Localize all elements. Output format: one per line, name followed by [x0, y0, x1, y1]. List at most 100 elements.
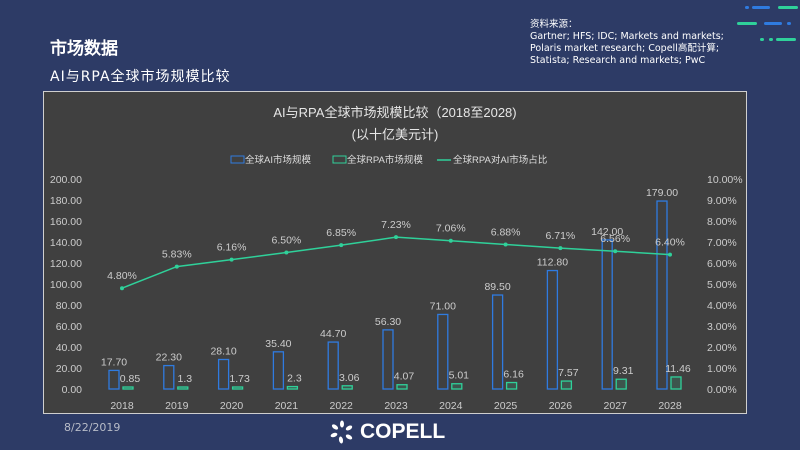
- chart-title: AI与RPA全球市场规模比较（2018至2028): [273, 105, 516, 120]
- ai-bar: [217, 358, 230, 390]
- ratio-point: [668, 252, 672, 257]
- y-right-tick: 9.00%: [707, 195, 737, 207]
- y-right-tick: 5.00%: [707, 279, 737, 291]
- y-left-tick: 200.00: [50, 174, 82, 186]
- y-right-tick: 6.00%: [707, 258, 737, 270]
- rpa-bar: [396, 384, 408, 390]
- y-left-tick: 140.00: [50, 237, 82, 249]
- source-line: Statista; Research and markets; PwC: [530, 55, 706, 66]
- ai-bar: [163, 364, 175, 390]
- ai-bar-label: 71.00: [430, 300, 456, 312]
- ai-bar: [546, 269, 559, 390]
- legend-rpa-label: 全球RPA市场规模: [347, 154, 423, 166]
- rpa-bar-label: 6.16: [503, 369, 524, 381]
- ai-bar-label: 17.70: [101, 356, 127, 368]
- rpa-bar: [670, 376, 682, 390]
- ai-bar-label: 89.50: [484, 281, 510, 293]
- ratio-point: [613, 249, 618, 254]
- y-left-tick: 0.00: [62, 384, 83, 396]
- x-tick: 2018: [110, 400, 134, 412]
- date: 8/22/2019: [64, 421, 121, 434]
- y-right-tick: 3.00%: [707, 321, 737, 333]
- rpa-bar: [560, 380, 573, 390]
- chart-subtitle: (以十亿美元计): [352, 127, 439, 142]
- y-left-tick: 40.00: [56, 342, 82, 354]
- rpa-bar-label: 7.57: [558, 367, 579, 379]
- ratio-label: 6.88%: [491, 227, 521, 239]
- x-tick: 2027: [604, 400, 628, 412]
- y-left-tick: 60.00: [56, 321, 82, 333]
- ratio-label: 6.16%: [217, 242, 247, 254]
- ratio-point: [394, 235, 398, 240]
- source-line: Gartner; HFS; IDC; Markets and markets;: [530, 31, 724, 42]
- ratio-point: [229, 257, 234, 262]
- x-tick: 2020: [220, 400, 244, 412]
- ratio-label: 5.83%: [162, 249, 192, 261]
- legend: 全球AI市场规模 全球RPA市场规模 全球RPA对AI市场占比: [230, 154, 547, 166]
- rpa-bar-label: 3.06: [339, 372, 360, 384]
- ai-bar-label: 35.40: [265, 338, 291, 350]
- logo-text: COPELL: [360, 420, 446, 443]
- x-tick: 2026: [549, 400, 573, 412]
- rpa-bar-label: 4.07: [394, 371, 415, 383]
- rpa-bar: [122, 386, 134, 390]
- y-left-tick: 180.00: [50, 195, 82, 207]
- x-tick: 2023: [384, 400, 408, 412]
- y-right-tick: 0.00%: [707, 384, 737, 396]
- y-left-tick: 80.00: [56, 300, 82, 312]
- y-left-tick: 20.00: [56, 363, 82, 375]
- y-right-tick: 10.00%: [707, 174, 743, 186]
- ai-bar-label: 28.10: [210, 345, 236, 357]
- ratio-point: [448, 238, 453, 243]
- ai-bar: [437, 313, 449, 390]
- y-right-tick: 2.00%: [707, 342, 737, 354]
- ratio-point: [120, 286, 124, 291]
- ratio-label: 6.50%: [272, 235, 302, 247]
- ratio-label: 6.40%: [655, 237, 685, 249]
- y-left-tick: 160.00: [50, 216, 82, 228]
- ai-bar-label: 112.80: [537, 257, 568, 269]
- ratio-label: 6.71%: [546, 230, 576, 242]
- ratio-line: [121, 236, 671, 289]
- ai-bar: [327, 341, 339, 390]
- rpa-bar: [177, 386, 189, 390]
- rpa-bar: [615, 378, 627, 390]
- rpa-bar-label: 1.3: [177, 373, 192, 385]
- y-right-tick: 1.00%: [707, 363, 737, 375]
- ratio-point: [503, 242, 508, 247]
- rpa-bar-label: 5.01: [449, 370, 470, 382]
- page-title: 市场数据: [50, 39, 118, 59]
- copell-logo: COPELL: [330, 420, 445, 444]
- ai-bar-label: 56.30: [375, 316, 401, 328]
- x-tick: 2019: [165, 400, 189, 412]
- rpa-bar-label: 2.3: [287, 373, 302, 385]
- rpa-bar: [505, 381, 518, 390]
- ratio-label: 7.06%: [436, 223, 466, 235]
- rpa-bar: [451, 383, 463, 390]
- legend-rpa-swatch: [332, 155, 347, 164]
- ratio-label: 6.56%: [600, 233, 630, 245]
- ai-bar: [656, 200, 668, 390]
- y-right-tick: 4.00%: [707, 300, 737, 312]
- logo-icon: [330, 420, 353, 444]
- ai-bar: [272, 351, 285, 390]
- y-left-tick: 100.00: [50, 279, 82, 291]
- rpa-bar: [341, 385, 353, 390]
- legend-ai-swatch: [230, 155, 245, 164]
- ratio-point: [284, 250, 289, 255]
- ai-bar: [382, 329, 394, 390]
- ratio-point: [558, 246, 563, 251]
- x-tick: 2024: [439, 400, 463, 412]
- ratio-label: 4.80%: [107, 270, 137, 282]
- source-label: 资料来源：: [530, 19, 578, 30]
- ratio-label: 6.85%: [326, 227, 356, 239]
- legend-line-label: 全球RPA对AI市场占比: [453, 154, 547, 166]
- x-tick: 2028: [658, 400, 682, 412]
- source-line: Polaris market research; Copell高配计算;: [530, 43, 720, 54]
- ai-bar-label: 44.70: [320, 328, 346, 340]
- rpa-bar-label: 0.85: [120, 373, 141, 385]
- ai-bar-label: 142.00: [591, 226, 623, 238]
- page-subtitle: AI与RPA全球市场规模比较: [50, 69, 231, 85]
- y-right-tick: 8.00%: [707, 216, 737, 228]
